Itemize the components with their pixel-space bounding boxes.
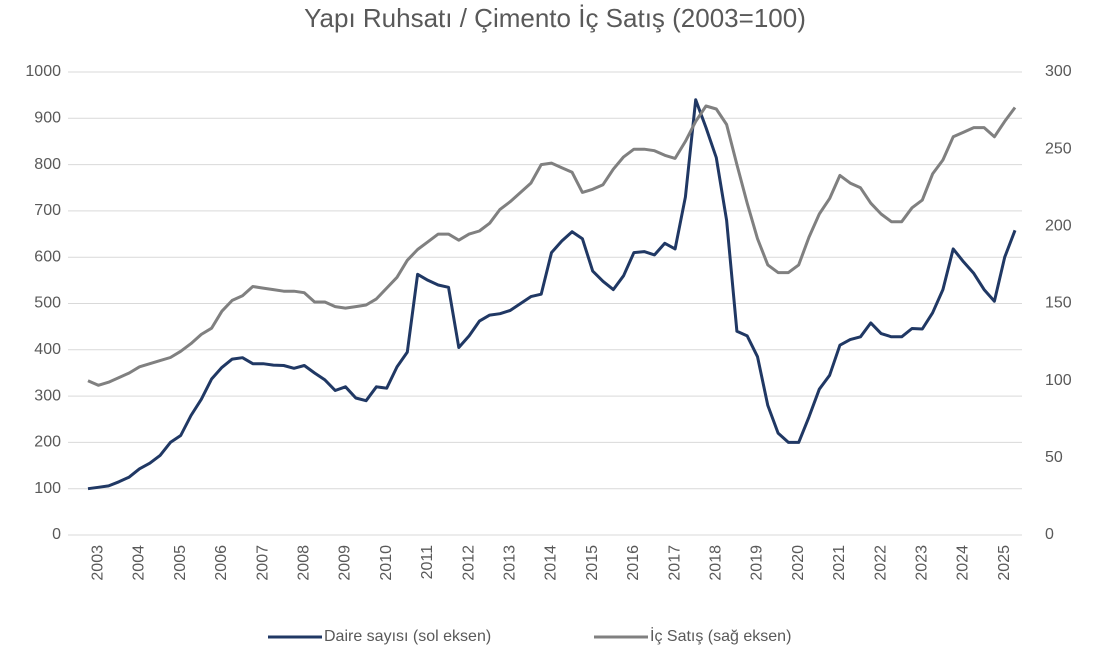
x-tick-label: 2007 — [254, 545, 271, 581]
legend-label: Daire sayısı (sol eksen) — [324, 628, 491, 645]
x-tick-label: 2020 — [790, 545, 807, 581]
x-tick-label: 2005 — [172, 545, 189, 581]
legend-label: İç Satış (sağ eksen) — [650, 626, 791, 645]
chart-title: Yapı Ruhsatı / Çimento İç Satış (2003=10… — [304, 3, 806, 33]
y-tick-label: 400 — [34, 341, 61, 358]
x-tick-label: 2022 — [872, 545, 889, 581]
x-tick-label: 2017 — [666, 545, 683, 581]
x-tick-label: 2016 — [625, 545, 642, 581]
y2-tick-label: 0 — [1045, 526, 1054, 543]
y2-tick-label: 100 — [1045, 372, 1072, 389]
series-line — [87, 98, 1017, 491]
y-tick-label: 300 — [34, 387, 61, 404]
y-tick-label: 100 — [34, 480, 61, 497]
y-tick-label: 900 — [34, 110, 61, 127]
x-tick-label: 2021 — [831, 545, 848, 581]
x-tick-label: 2025 — [996, 545, 1013, 581]
x-tick-label: 2003 — [90, 545, 107, 581]
y2-tick-label: 50 — [1045, 449, 1063, 466]
y-tick-label: 0 — [52, 526, 61, 543]
series-line — [87, 104, 1017, 387]
x-tick-label: 2011 — [419, 545, 436, 580]
x-tick-label: 2008 — [296, 545, 313, 581]
y-tick-label: 200 — [34, 434, 61, 451]
x-tick-label: 2009 — [337, 545, 354, 581]
x-tick-label: 2023 — [914, 545, 931, 581]
x-tick-label: 2015 — [584, 545, 601, 581]
y-tick-label: 1000 — [25, 63, 61, 80]
y2-tick-label: 150 — [1045, 295, 1072, 312]
y2-tick-label: 200 — [1045, 218, 1072, 235]
y2-tick-label: 250 — [1045, 140, 1072, 157]
x-tick-label: 2012 — [460, 545, 477, 581]
x-tick-label: 2010 — [378, 545, 395, 581]
x-tick-label: 2014 — [543, 545, 560, 581]
y-tick-label: 800 — [34, 156, 61, 173]
x-tick-label: 2004 — [131, 545, 148, 581]
x-tick-label: 2006 — [213, 545, 230, 581]
x-tick-label: 2013 — [502, 545, 519, 581]
y-tick-label: 600 — [34, 248, 61, 265]
x-tick-label: 2024 — [955, 545, 972, 581]
y2-tick-label: 300 — [1045, 63, 1072, 80]
x-tick-label: 2019 — [749, 545, 766, 581]
y-tick-label: 700 — [34, 202, 61, 219]
x-tick-label: 2018 — [708, 545, 725, 581]
y-tick-label: 500 — [34, 295, 61, 312]
